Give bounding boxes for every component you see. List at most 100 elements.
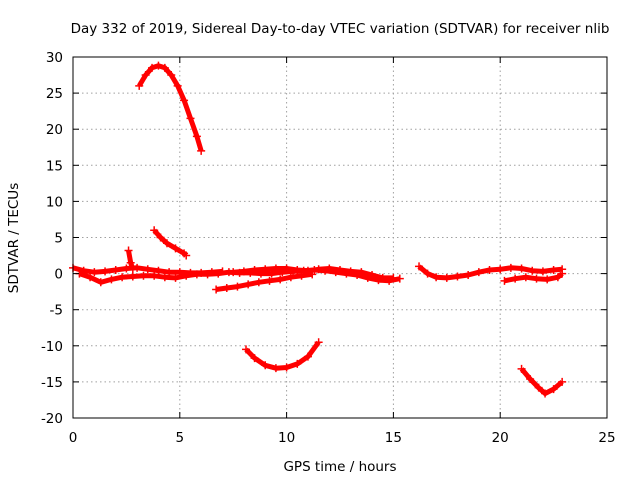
data-point-marker [271,264,280,273]
data-point-marker [214,269,223,278]
data-point-marker [101,267,110,276]
y-tick-label: 20 [46,122,63,138]
data-point-marker [506,263,515,272]
data-point-marker [325,264,334,273]
data-point-marker [526,375,535,384]
data-point-marker [314,265,323,274]
data-point-marker [553,273,562,282]
data-point-marker [118,273,127,282]
data-point-marker [148,63,157,72]
data-point-marker [336,265,344,274]
data-point-marker [160,273,169,282]
data-point-marker [250,354,259,363]
data-point-marker [107,275,116,284]
series-band-upper-b [233,266,394,281]
data-point-marker [154,266,163,275]
data-point-marker [250,265,259,274]
y-tick-label: 30 [46,50,63,66]
data-point-marker [203,270,212,279]
data-point-marker [276,275,285,284]
data-point-marker [156,233,165,242]
data-point-marker [293,359,302,368]
data-point-marker [162,239,171,248]
data-point-marker [496,265,505,274]
y-axis-label: SDTVAR / TECUs [6,183,22,293]
data-point-marker [197,146,206,155]
tick-layer: 0 5 10 15 20 25 -20 -15 -10 -5 0 5 10 15 20 25 30 [41,50,616,446]
data-point-marker [242,345,251,354]
data-point-marker [314,338,323,347]
data-point-marker [286,273,295,282]
data-point-marker [282,264,291,273]
data-point-marker [182,251,191,260]
data-point-marker [378,273,387,282]
data-point-marker [167,71,176,80]
x-tick-label: 25 [598,430,615,446]
data-point-marker [182,271,191,280]
grid-layer [73,57,607,418]
data-point-marker [254,278,263,287]
data-point-marker [143,265,152,274]
data-point-marker [474,268,483,277]
data-point-marker [464,271,473,280]
data-point-marker [303,352,312,361]
y-tick-label: 25 [46,86,63,102]
data-point-marker [165,268,174,277]
data-point-marker [192,132,201,141]
data-point-marker [212,285,221,294]
data-point-marker [549,265,558,274]
data-point-marker [297,271,306,280]
data-point-marker [368,271,377,280]
data-point-marker [521,273,530,282]
data-point-marker [192,270,201,279]
data-point-marker [90,268,99,277]
data-point-marker [150,226,159,235]
data-point-marker [160,63,169,72]
data-point-marker [538,267,547,276]
data-point-marker [139,271,148,280]
x-tick-label: 5 [176,430,185,446]
data-point-marker [171,244,180,253]
data-point-marker [96,278,105,287]
data-point-marker [293,265,302,274]
y-tick-label: -15 [41,375,63,391]
series-arc-low-right [519,367,564,396]
data-point-marker [261,361,270,370]
data-point-marker [135,81,144,90]
data-point-marker [128,265,137,274]
data-point-marker [180,96,189,105]
data-point-marker [485,265,494,274]
x-tick-label: 0 [69,430,78,446]
data-point-marker [124,246,133,255]
chart-title: Day 332 of 2019, Sidereal Day-to-day VTE… [71,21,610,37]
series-band-right-lower [504,271,564,284]
data-point-marker [141,71,150,80]
data-point-marker [173,81,182,90]
data-point-marker [500,276,509,285]
data-point-marker [423,269,432,278]
data-point-marker [346,267,355,276]
y-tick-label: 0 [54,267,63,283]
data-point-marker [171,273,180,282]
data-point-marker [282,363,291,372]
series-layer [69,61,567,398]
x-axis-label: GPS time / hours [283,459,396,475]
data-point-marker [128,272,137,281]
x-tick-label: 20 [492,430,509,446]
y-tick-label: -10 [41,339,63,355]
y-tick-label: 10 [46,194,63,210]
data-point-marker [534,383,543,392]
x-tick-label: 15 [385,430,402,446]
data-point-marker [442,273,451,282]
data-point-marker [389,273,398,282]
data-point-marker [244,280,253,289]
data-point-marker [271,364,280,373]
series-band-dip [215,271,313,292]
data-point-marker [549,385,558,394]
data-point-marker [543,275,552,284]
data-point-marker [432,273,441,282]
data-point-marker [222,284,231,293]
data-point-marker [111,265,120,274]
data-point-marker [239,267,248,276]
